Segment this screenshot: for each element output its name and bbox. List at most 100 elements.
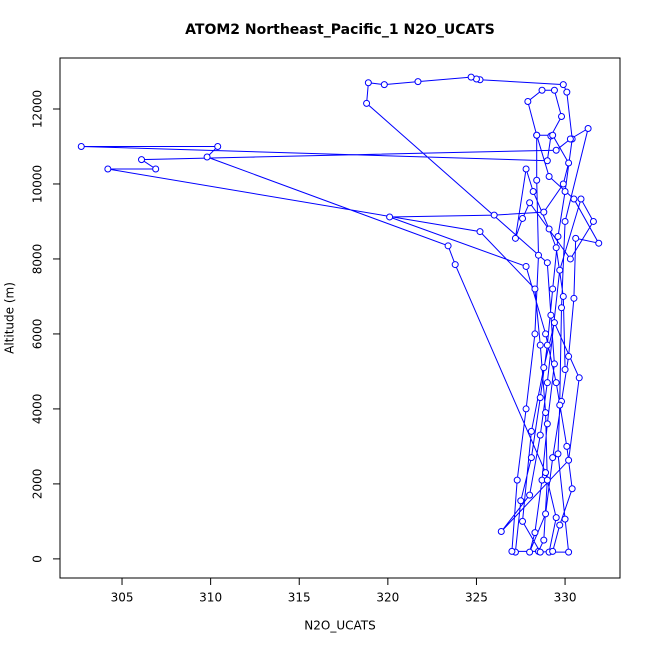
data-point	[543, 476, 551, 484]
data-point	[534, 251, 542, 259]
data-point	[565, 159, 573, 167]
data-point	[565, 352, 573, 360]
data-point	[563, 442, 571, 450]
data-point	[556, 401, 564, 409]
data-point	[414, 78, 422, 86]
data-point	[545, 225, 553, 233]
data-point	[577, 195, 585, 203]
data-point	[524, 97, 532, 105]
data-point	[138, 156, 146, 164]
x-tick-label: 320	[376, 591, 399, 605]
data-point	[536, 548, 544, 556]
y-tick-label: 0	[31, 555, 45, 563]
data-point	[536, 394, 544, 402]
y-tick-label: 4000	[31, 394, 45, 425]
data-point	[589, 217, 597, 225]
data-point	[552, 146, 560, 154]
data-point	[550, 86, 558, 94]
data-point	[540, 364, 548, 372]
data-point	[444, 242, 452, 250]
data-point	[203, 153, 211, 161]
data-point	[584, 124, 592, 132]
data-point	[522, 262, 530, 270]
data-point	[561, 187, 569, 195]
data-point	[559, 292, 567, 300]
data-point	[540, 208, 548, 216]
data-point	[552, 379, 560, 387]
data-point	[380, 81, 388, 89]
data-point	[522, 165, 530, 173]
data-point	[508, 547, 516, 555]
data-point	[542, 510, 550, 518]
data-point	[517, 497, 525, 505]
data-point	[565, 456, 573, 464]
data-point	[490, 211, 498, 219]
data-point	[554, 232, 562, 240]
data-point	[451, 261, 459, 269]
data-point	[561, 366, 569, 374]
data-point	[529, 187, 537, 195]
data-point	[552, 514, 560, 522]
data-point	[527, 427, 535, 435]
data-point	[497, 528, 505, 536]
data-point	[565, 548, 573, 556]
data-point	[558, 112, 566, 120]
data-point	[519, 517, 527, 525]
data-point	[386, 213, 394, 221]
y-tick-label: 12000	[31, 90, 45, 128]
data-point	[556, 266, 564, 274]
data-point	[595, 239, 603, 247]
x-tick-label: 330	[554, 591, 577, 605]
x-tick-label: 325	[465, 591, 488, 605]
data-point	[526, 199, 534, 207]
data-point	[566, 255, 574, 263]
plot-frame	[59, 57, 621, 579]
data-line	[81, 76, 600, 553]
x-tick-label: 305	[111, 591, 134, 605]
data-point	[575, 374, 583, 382]
chart-title: ATOM2 Northeast_Pacific_1 N2O_UCATS	[185, 22, 495, 38]
data-point	[364, 79, 372, 87]
data-point	[543, 341, 551, 349]
y-tick-label: 2000	[31, 469, 45, 500]
data-point	[543, 157, 551, 165]
data-point	[543, 379, 551, 387]
data-point	[559, 81, 567, 89]
data-point	[545, 172, 553, 180]
data-point	[554, 450, 562, 458]
data-point	[214, 142, 222, 150]
data-point	[533, 176, 541, 184]
data-point	[549, 285, 557, 293]
data-point	[476, 228, 484, 236]
data-point	[566, 135, 574, 143]
data-point	[549, 547, 557, 555]
data-point	[572, 234, 580, 242]
x-tick-label: 310	[199, 591, 222, 605]
x-axis-label: N2O_UCATS	[304, 619, 375, 633]
data-point	[536, 431, 544, 439]
data-point	[538, 86, 546, 94]
data-point	[543, 259, 551, 267]
data-point	[531, 285, 539, 293]
data-point	[549, 454, 557, 462]
data-point	[550, 319, 558, 327]
data-point	[570, 195, 578, 203]
data-point	[467, 73, 475, 81]
data-point	[363, 99, 371, 107]
y-tick-label: 6000	[31, 319, 45, 350]
y-tick-label: 10000	[31, 165, 45, 203]
data-point	[526, 491, 534, 499]
data-point	[152, 165, 160, 173]
data-point	[511, 234, 519, 242]
data-point	[552, 244, 560, 252]
data-point	[522, 405, 530, 413]
y-tick-label: 8000	[31, 244, 45, 275]
data-point	[570, 294, 578, 302]
data-point	[536, 341, 544, 349]
data-point	[77, 142, 85, 150]
data-point	[563, 88, 571, 96]
data-point	[104, 165, 112, 173]
data-point	[531, 529, 539, 537]
data-point	[543, 420, 551, 428]
